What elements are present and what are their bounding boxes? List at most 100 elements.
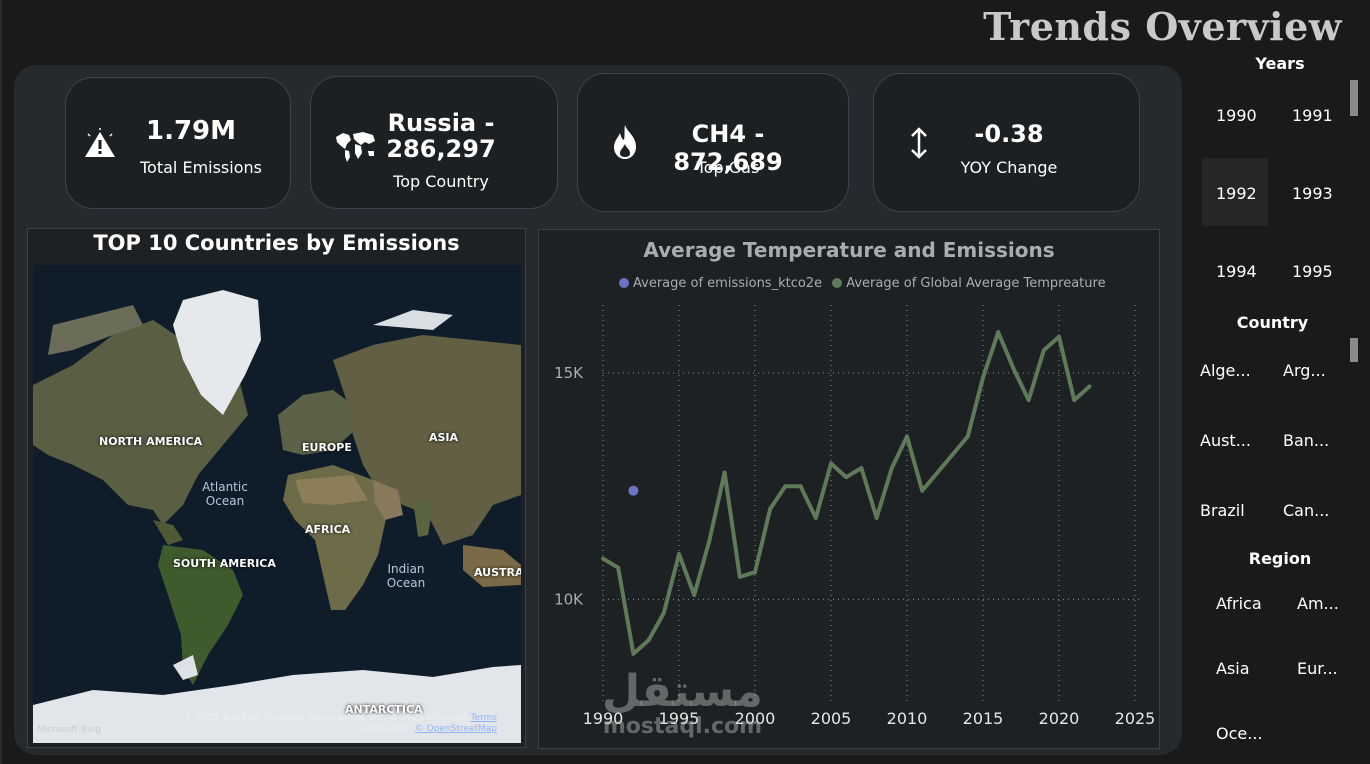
up-down-arrow-icon (911, 127, 927, 159)
kpi-label: Top Country (393, 172, 489, 191)
kpi-value: -0.38 (974, 120, 1044, 148)
temperature-point (829, 461, 833, 466)
temperature-point (1087, 384, 1092, 389)
temperature-point (844, 475, 849, 480)
kpi-label: YOY Change (960, 158, 1058, 177)
x-tick-label: 2010 (887, 709, 928, 728)
country-option[interactable]: Brazil (1200, 501, 1245, 520)
temperature-point (859, 466, 864, 471)
world-map[interactable]: NORTH AMERICA EUROPE ASIA AFRICA SOUTH A… (33, 265, 521, 743)
country-slicer-title: Country (1236, 313, 1309, 332)
temperature-point (981, 375, 985, 380)
temperature-emissions-chart[interactable]: Average Temperature and Emissions Averag… (538, 229, 1160, 749)
world-map-icon (336, 132, 375, 162)
x-tick-label: 2015 (963, 709, 1004, 728)
map-label-indian-ocean: Indian Ocean (386, 562, 426, 590)
kpi-card-top-gas[interactable]: CH4 - 872,689 Top Gas (577, 73, 849, 212)
x-tick-label: 1990 (583, 709, 624, 728)
top-countries-map-visual[interactable]: TOP 10 Countries by Emissions (27, 228, 526, 748)
temperature-point (646, 638, 651, 643)
year-option[interactable]: 1995 (1292, 262, 1333, 281)
kpi-card-total-emissions[interactable]: 1.79M Total Emissions (65, 77, 291, 209)
temperature-point (798, 484, 803, 489)
legend-label: Average of emissions_ktco2e (633, 276, 823, 291)
watermark-arabic: مستقل (602, 666, 763, 717)
region-option[interactable]: Am... (1297, 594, 1339, 613)
kpi-value: CH4 - 872,689 (673, 120, 783, 176)
temperature-point (1026, 398, 1031, 403)
x-tick-label: 2025 (1115, 709, 1156, 728)
country-option[interactable]: Can... (1283, 501, 1330, 520)
kpi-value-line1: Russia - (387, 109, 495, 137)
country-option[interactable]: Aust... (1200, 431, 1251, 450)
kpi-card-yoy-change[interactable]: -0.38 YOY Change (873, 73, 1140, 212)
country-option[interactable]: Alge... (1200, 361, 1251, 380)
map-attribution: © 2025 TomTom, Earthstar Geographics SIO… (167, 713, 497, 735)
watermark-latin: mostaql.com (602, 714, 763, 739)
legend-item-temperature[interactable]: Average of Global Average Tempreature (832, 276, 1106, 291)
selected-year-highlight (1202, 158, 1268, 226)
legend-item-emissions[interactable]: Average of emissions_ktco2e (619, 276, 822, 291)
kpi-card-top-country[interactable]: Russia - 286,297 Top Country (310, 76, 558, 209)
temperature-point (920, 488, 925, 493)
temperature-point (1057, 334, 1061, 339)
country-option[interactable]: Ban... (1283, 431, 1330, 450)
temperature-point (905, 434, 909, 439)
temperature-point (813, 515, 818, 520)
filters-pane: Years 1990 1991 1992 1993 1994 1995 Coun… (1190, 48, 1370, 764)
temperature-point (1041, 348, 1046, 353)
temperature-point (889, 466, 894, 471)
temperature-point (874, 515, 879, 520)
region-option[interactable]: Asia (1216, 659, 1250, 678)
region-option[interactable]: Oce... (1216, 724, 1263, 743)
x-tick-label: 2000 (735, 709, 776, 728)
kpi-value-line2: 286,297 (386, 135, 496, 163)
temperature-point (616, 565, 621, 570)
country-scrollbar[interactable] (1350, 338, 1358, 362)
temperature-point (692, 592, 697, 597)
window-edge (0, 0, 2, 764)
temperature-point (661, 611, 666, 615)
kpi-label: Top Gas (696, 158, 760, 177)
map-label-asia: ASIA (429, 431, 459, 444)
temperature-point (737, 574, 742, 579)
map-attribution-text-2: Corporation, (355, 724, 415, 734)
x-tick-label: 1995 (659, 709, 700, 728)
temperature-point (1011, 366, 1016, 371)
temperature-point (722, 470, 727, 475)
map-label-europe: EUROPE (302, 441, 352, 454)
legend-dot (832, 278, 843, 288)
map-label-south-america: SOUTH AMERICA (173, 557, 276, 570)
year-option[interactable]: 1990 (1216, 106, 1257, 125)
temperature-point (631, 651, 636, 656)
temperature-point (950, 452, 955, 457)
watermark: مستقل mostaql.com (602, 666, 763, 740)
temperature-point (996, 330, 1001, 335)
temperature-series-line (601, 330, 1091, 656)
kpi-value: 1.79M (145, 116, 237, 146)
country-option[interactable]: Arg... (1283, 361, 1326, 380)
temperature-point (965, 434, 970, 439)
map-label-australia: AUSTRA (474, 566, 521, 579)
year-option[interactable]: 1994 (1216, 262, 1257, 281)
region-option[interactable]: Eur... (1297, 659, 1338, 678)
year-option-selected[interactable]: 1992 (1216, 184, 1257, 203)
map-attribution-text: © 2025 TomTom, Earthstar Geographics SIO… (184, 713, 468, 723)
year-option[interactable]: 1993 (1292, 184, 1333, 203)
map-osm-link[interactable]: © OpenStreetMap (414, 724, 497, 734)
map-label-north-america: NORTH AMERICA (99, 435, 203, 448)
years-scrollbar[interactable] (1350, 80, 1358, 116)
region-option[interactable]: Africa (1216, 594, 1262, 613)
chart-plot-area[interactable]: 1990 1995 2000 2005 2010 2015 2020 2025 10K 15K (539, 230, 1159, 748)
temperature-point (707, 538, 712, 543)
temperature-point (677, 552, 681, 557)
year-option[interactable]: 1991 (1292, 106, 1333, 125)
y-tick-label: 10K (554, 590, 584, 608)
map-label-antarctica: ANTARCTICA (345, 703, 423, 716)
x-tick-label: 2020 (1039, 709, 1080, 728)
map-title: TOP 10 Countries by Emissions (93, 231, 460, 255)
map-terms-link[interactable]: Terms (470, 713, 497, 723)
temperature-point (783, 484, 788, 489)
flame-icon (614, 125, 636, 159)
temperature-point (601, 556, 605, 561)
